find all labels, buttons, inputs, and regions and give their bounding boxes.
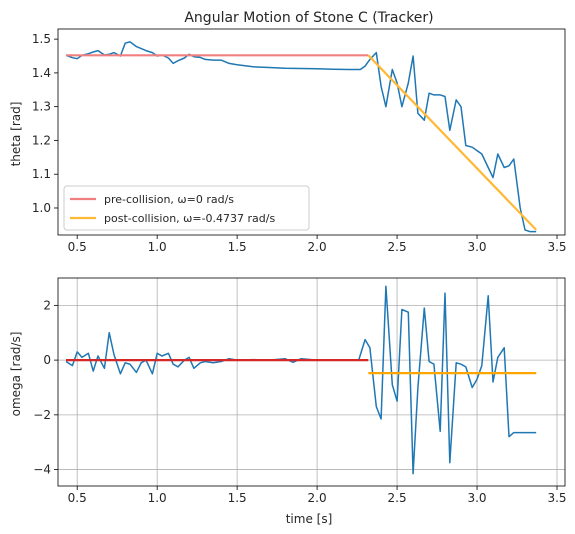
y-tick-label: −2 bbox=[33, 408, 51, 422]
x-tick-label: 1.0 bbox=[148, 240, 167, 254]
x-tick-label: 0.5 bbox=[68, 240, 87, 254]
chart-theta: Angular Motion of Stone C (Tracker) thet… bbox=[9, 10, 567, 254]
x-tick-label: 1.5 bbox=[228, 491, 247, 505]
series-line-measured bbox=[65, 285, 537, 475]
x-tick-label: 2.5 bbox=[388, 240, 407, 254]
y-tick-label: 1.2 bbox=[32, 133, 51, 147]
chart-title: Angular Motion of Stone C (Tracker) bbox=[184, 10, 433, 26]
plot-frame bbox=[57, 28, 566, 236]
y-tick-label: 2 bbox=[43, 298, 51, 312]
x-tick-label: 2.0 bbox=[308, 240, 327, 254]
legend: pre-collision, ω=0 rad/s post-collision, … bbox=[63, 185, 310, 231]
y-tick-label: −4 bbox=[33, 463, 51, 477]
x-tick-label: 2.0 bbox=[308, 491, 327, 505]
x-tick-label: 3.5 bbox=[547, 491, 566, 505]
x-tick-label: 3.0 bbox=[467, 240, 486, 254]
x-tick-label: 0.5 bbox=[68, 491, 87, 505]
y-axis-label: omega [rad/s] bbox=[9, 332, 23, 417]
axes: 0.5 1.0 1.5 2.0 2.5 3.0 3.5 1.0 1.1 1.2 1.3 1.4 1.5 bbox=[32, 28, 567, 254]
series-line-measured bbox=[65, 41, 537, 233]
x-tick-label: 3.5 bbox=[547, 240, 566, 254]
y-axis-label: theta [rad] bbox=[9, 102, 23, 167]
y-tick-label: 1.4 bbox=[32, 66, 51, 80]
legend-label: post-collision, ω=-0.4737 rad/s bbox=[104, 212, 275, 225]
x-tick-label: 2.5 bbox=[388, 491, 407, 505]
chart-omega: time [s] omega [rad/s] 0.5 1.0 1.5 2.0 2.5 3.… bbox=[9, 277, 567, 526]
plot-frame bbox=[57, 277, 566, 487]
legend-box bbox=[63, 185, 310, 231]
x-axis-label: time [s] bbox=[286, 512, 333, 526]
series-lines bbox=[65, 41, 537, 233]
y-tick-label: 1.1 bbox=[32, 167, 51, 181]
y-tick-label: 1.3 bbox=[32, 100, 51, 114]
x-tick-label: 1.0 bbox=[148, 491, 167, 505]
x-tick-label: 3.0 bbox=[467, 491, 486, 505]
y-tick-label: 0 bbox=[43, 353, 51, 367]
axes: 0.5 1.0 1.5 2.0 2.5 3.0 3.5 −4 −2 0 2 bbox=[33, 277, 567, 505]
legend-label: pre-collision, ω=0 rad/s bbox=[104, 193, 234, 206]
series-line-post-collision bbox=[367, 54, 537, 231]
x-tick-label: 1.5 bbox=[228, 240, 247, 254]
series-lines bbox=[65, 285, 537, 475]
y-tick-label: 1.5 bbox=[32, 32, 51, 46]
y-tick-label: 1.0 bbox=[32, 201, 51, 215]
